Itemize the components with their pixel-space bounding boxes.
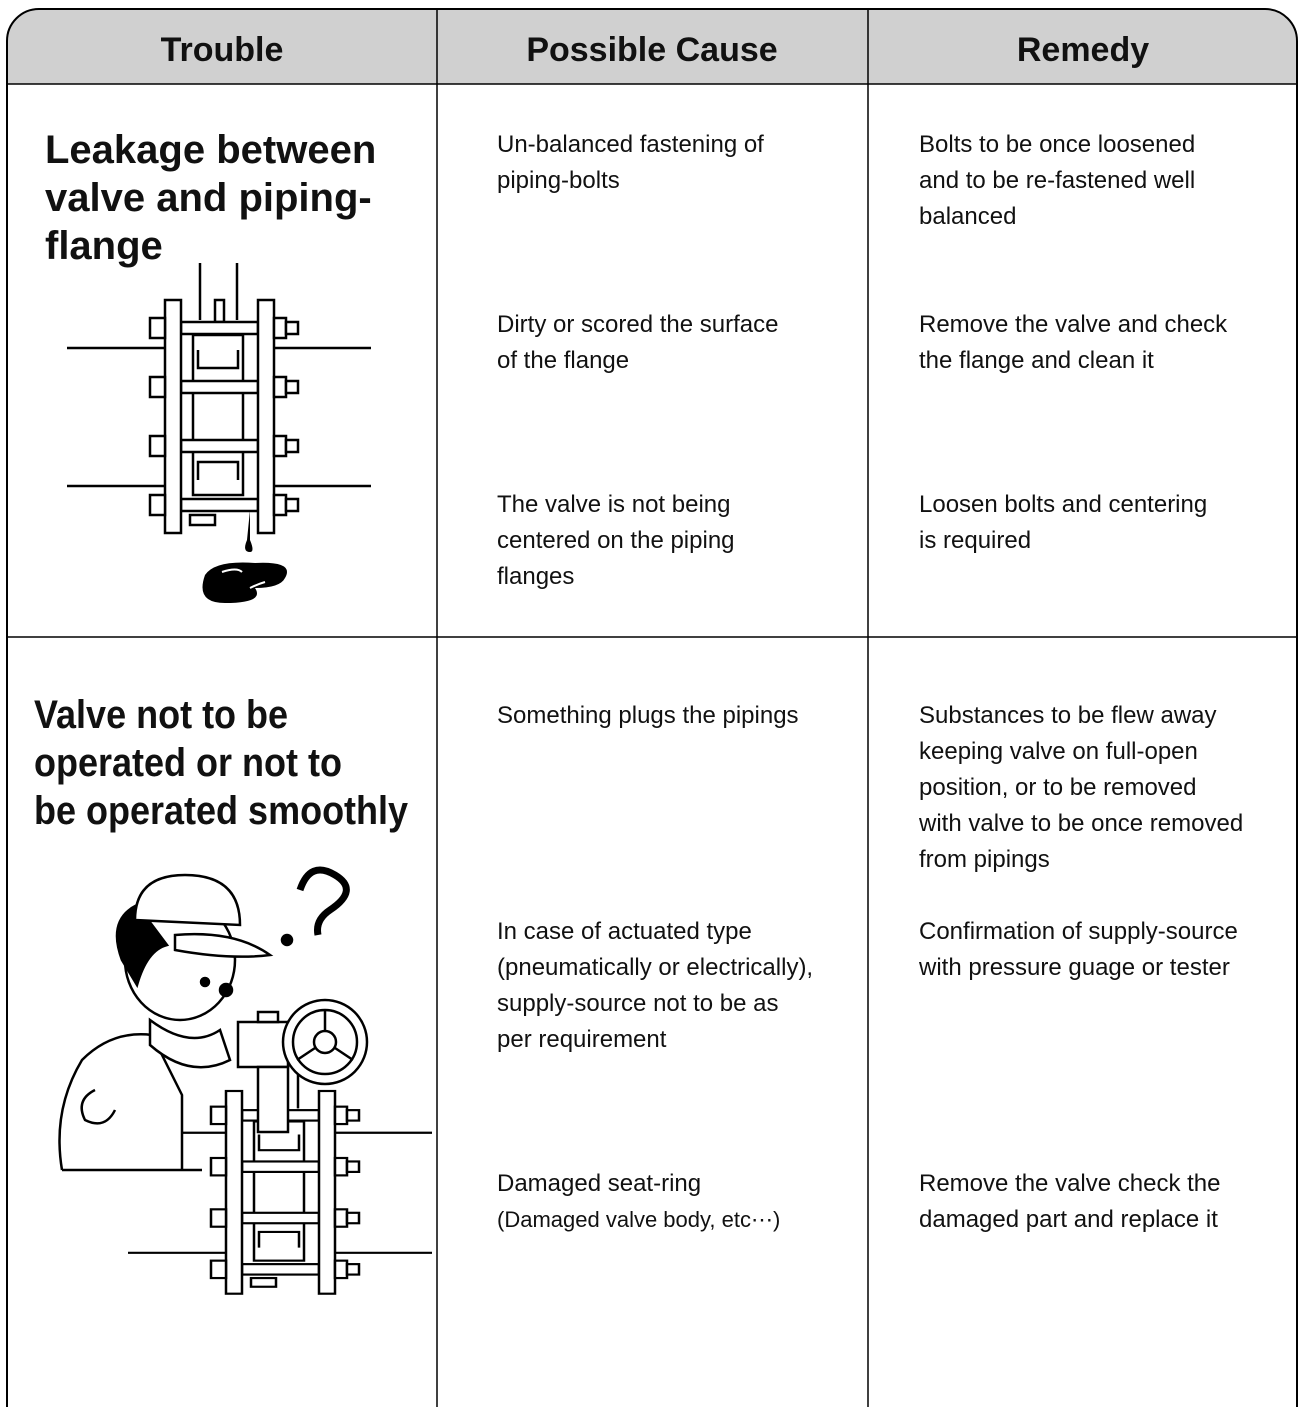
remedy-text: keeping valve on full-open [919,738,1198,765]
cause-text: In case of actuated type [497,918,752,945]
trouble-title: operated or not to [34,741,342,785]
trouble-title: valve and piping- [45,176,372,220]
remedy-text: position, or to be removed [919,774,1197,801]
trouble-title: Valve not to be [34,693,289,737]
remedy-text: with pressure guage or tester [919,954,1230,981]
cause-text: Something plugs the pipings [497,702,799,729]
remedy-text: balanced [919,203,1017,230]
trouble-title: flange [45,224,163,268]
cause-text: (Damaged valve body, etc⋯) [497,1207,781,1232]
remedy-text: Remove the valve check the [919,1170,1221,1197]
cause-text: (pneumatically or electrically), [497,954,814,981]
cause-text: of the flange [497,347,630,374]
remedy-text: from pipings [919,846,1050,873]
column-header: Remedy [1016,31,1150,69]
remedy-text: Confirmation of supply-source [919,918,1238,945]
remedy-text: Substances to be flew away [919,702,1217,729]
remedy-text: Remove the valve and check [919,311,1228,338]
cause-text: piping-bolts [497,167,620,194]
remedy-text: with valve to be once removed [919,810,1244,837]
remedy-text: Loosen bolts and centering [919,491,1208,518]
cause-text: The valve is not being [497,491,731,518]
column-header: Trouble [160,31,284,69]
remedy-text: Bolts to be once loosened [919,131,1196,158]
worker-illustration [58,866,434,1295]
cause-text: supply-source not to be as [497,990,779,1017]
trouble-title: be operated smoothly [34,789,409,833]
cause-text: Dirty or scored the surface [497,311,779,338]
cause-text: Damaged seat-ring [497,1170,702,1197]
cause-text: per requirement [497,1026,667,1053]
cause-text: flanges [497,563,575,590]
trouble-title: Leakage between [45,128,377,172]
remedy-text: is required [919,527,1032,554]
valve-leak-illustration [65,261,373,603]
remedy-text: damaged part and replace it [919,1206,1218,1233]
remedy-text: and to be re-fastened well [919,167,1196,194]
remedy-text: the flange and clean it [919,347,1154,374]
column-header: Possible Cause [526,31,778,69]
cause-text: Un-balanced fastening of [497,131,764,158]
cause-text: centered on the piping [497,527,735,554]
